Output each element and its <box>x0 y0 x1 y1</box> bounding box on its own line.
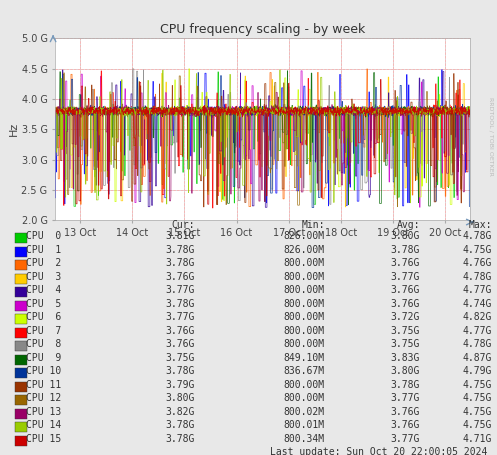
Text: Max:: Max: <box>469 220 492 230</box>
Text: CPU  5: CPU 5 <box>26 298 61 308</box>
Text: 3.79G: 3.79G <box>166 379 195 389</box>
Text: 4.77G: 4.77G <box>463 325 492 335</box>
Text: 4.78G: 4.78G <box>463 272 492 282</box>
Text: CPU  6: CPU 6 <box>26 312 61 322</box>
Text: 3.76G: 3.76G <box>391 298 420 308</box>
Text: 4.75G: 4.75G <box>463 244 492 254</box>
Text: 4.87G: 4.87G <box>463 353 492 363</box>
Text: 4.77G: 4.77G <box>463 285 492 295</box>
Text: 4.75G: 4.75G <box>463 393 492 403</box>
Text: 849.10M: 849.10M <box>284 353 325 363</box>
Text: 3.78G: 3.78G <box>166 298 195 308</box>
Text: 4.79G: 4.79G <box>463 366 492 376</box>
Text: CPU  8: CPU 8 <box>26 339 61 349</box>
Text: Last update: Sun Oct 20 22:00:05 2024: Last update: Sun Oct 20 22:00:05 2024 <box>270 447 487 455</box>
Text: 3.76G: 3.76G <box>391 258 420 268</box>
Text: 3.76G: 3.76G <box>166 325 195 335</box>
Text: 4.71G: 4.71G <box>463 434 492 444</box>
Text: 3.83G: 3.83G <box>391 353 420 363</box>
Text: 800.01M: 800.01M <box>284 420 325 430</box>
Text: 800.02M: 800.02M <box>284 407 325 416</box>
Text: 800.00M: 800.00M <box>284 379 325 389</box>
Text: 3.82G: 3.82G <box>166 407 195 416</box>
Text: 3.76G: 3.76G <box>391 285 420 295</box>
Text: 3.78G: 3.78G <box>391 379 420 389</box>
Text: 3.80G: 3.80G <box>166 393 195 403</box>
Y-axis label: Hz: Hz <box>8 122 18 136</box>
Text: Avg:: Avg: <box>397 220 420 230</box>
Text: 826.00M: 826.00M <box>284 244 325 254</box>
Text: 800.00M: 800.00M <box>284 339 325 349</box>
Text: 3.77G: 3.77G <box>391 434 420 444</box>
Text: 3.78G: 3.78G <box>166 420 195 430</box>
Text: 3.76G: 3.76G <box>166 339 195 349</box>
Text: RRDTOOL / TOBI OETKER: RRDTOOL / TOBI OETKER <box>489 97 494 176</box>
Text: 3.77G: 3.77G <box>166 285 195 295</box>
Text: 3.76G: 3.76G <box>391 407 420 416</box>
Text: CPU 11: CPU 11 <box>26 379 61 389</box>
Text: 3.78G: 3.78G <box>166 366 195 376</box>
Text: 4.82G: 4.82G <box>463 312 492 322</box>
Text: CPU  1: CPU 1 <box>26 244 61 254</box>
Text: 800.00M: 800.00M <box>284 298 325 308</box>
Text: 4.75G: 4.75G <box>463 379 492 389</box>
Text: 4.74G: 4.74G <box>463 298 492 308</box>
Text: 3.78G: 3.78G <box>166 244 195 254</box>
Text: 3.77G: 3.77G <box>391 272 420 282</box>
Text: 800.00M: 800.00M <box>284 285 325 295</box>
Text: 3.75G: 3.75G <box>166 353 195 363</box>
Text: 3.78G: 3.78G <box>166 434 195 444</box>
Text: Min:: Min: <box>302 220 325 230</box>
Text: 800.34M: 800.34M <box>284 434 325 444</box>
Text: 800.00M: 800.00M <box>284 325 325 335</box>
Text: Cur:: Cur: <box>171 220 195 230</box>
Text: CPU 15: CPU 15 <box>26 434 61 444</box>
Text: CPU 14: CPU 14 <box>26 420 61 430</box>
Text: 3.78G: 3.78G <box>391 244 420 254</box>
Text: CPU 12: CPU 12 <box>26 393 61 403</box>
Text: CPU  4: CPU 4 <box>26 285 61 295</box>
Text: 4.78G: 4.78G <box>463 231 492 241</box>
Text: 3.80G: 3.80G <box>391 231 420 241</box>
Text: 800.00M: 800.00M <box>284 258 325 268</box>
Text: 3.76G: 3.76G <box>166 272 195 282</box>
Text: 3.80G: 3.80G <box>391 366 420 376</box>
Text: CPU 13: CPU 13 <box>26 407 61 416</box>
Text: 3.81G: 3.81G <box>166 231 195 241</box>
Text: 4.78G: 4.78G <box>463 339 492 349</box>
Text: 3.77G: 3.77G <box>166 312 195 322</box>
Text: CPU  7: CPU 7 <box>26 325 61 335</box>
Text: 3.72G: 3.72G <box>391 312 420 322</box>
Text: 3.78G: 3.78G <box>166 258 195 268</box>
Text: 3.75G: 3.75G <box>391 339 420 349</box>
Text: CPU 10: CPU 10 <box>26 366 61 376</box>
Text: 3.75G: 3.75G <box>391 325 420 335</box>
Text: CPU  0: CPU 0 <box>26 231 61 241</box>
Text: 826.00M: 826.00M <box>284 231 325 241</box>
Text: CPU  2: CPU 2 <box>26 258 61 268</box>
Text: 3.76G: 3.76G <box>391 420 420 430</box>
Text: 3.77G: 3.77G <box>391 393 420 403</box>
Text: 4.76G: 4.76G <box>463 258 492 268</box>
Text: 800.00M: 800.00M <box>284 312 325 322</box>
Text: 800.00M: 800.00M <box>284 393 325 403</box>
Text: 800.00M: 800.00M <box>284 272 325 282</box>
Text: 4.75G: 4.75G <box>463 407 492 416</box>
Text: CPU  3: CPU 3 <box>26 272 61 282</box>
Text: CPU  9: CPU 9 <box>26 353 61 363</box>
Title: CPU frequency scaling - by week: CPU frequency scaling - by week <box>160 23 365 35</box>
Text: 4.75G: 4.75G <box>463 420 492 430</box>
Text: 836.67M: 836.67M <box>284 366 325 376</box>
